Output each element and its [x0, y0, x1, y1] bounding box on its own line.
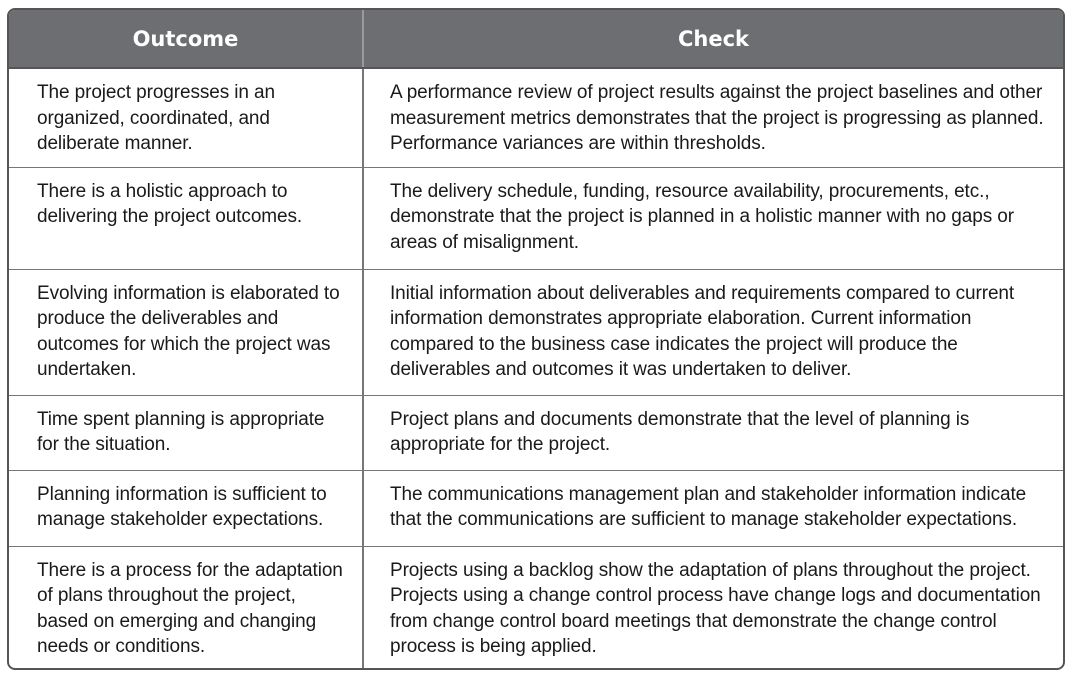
table-row: There is a holistic approach to deliveri… — [9, 166, 1063, 269]
check-cell: The communications management plan and s… — [362, 469, 1063, 546]
table-header: Outcome Check — [9, 10, 1063, 69]
outcome-cell: Time spent planning is appropriate for t… — [9, 394, 363, 470]
outcome-cell: There is a process for the adaptation of… — [9, 545, 363, 668]
outcome-check-table: Outcome Check The project progresses in … — [9, 10, 1063, 668]
table-row: There is a process for the adaptation of… — [9, 545, 1063, 668]
table-row: Planning information is sufficient to ma… — [9, 469, 1063, 546]
table-row: Evolving information is elaborated to pr… — [9, 268, 1063, 395]
table-row: The project progresses in an organized, … — [9, 68, 1063, 167]
check-cell: Project plans and documents demonstrate … — [362, 394, 1063, 470]
check-cell: The delivery schedule, funding, resource… — [362, 166, 1063, 269]
header-check: Check — [362, 10, 1063, 69]
check-cell: A performance review of project results … — [362, 68, 1063, 167]
outcome-cell: Evolving information is elaborated to pr… — [9, 268, 363, 395]
outcome-cell: The project progresses in an organized, … — [37, 82, 275, 154]
table-body: The project progresses in an organized, … — [9, 68, 1063, 668]
check-cell: Projects using a backlog show the adapta… — [362, 545, 1063, 668]
header-row: Outcome Check — [9, 10, 1063, 69]
outcome-check-table-frame: Outcome Check The project progresses in … — [7, 8, 1065, 670]
outcome-cell: There is a holistic approach to deliveri… — [9, 166, 363, 269]
table-row: Time spent planning is appropriate for t… — [9, 394, 1063, 470]
outcome-cell: Planning information is sufficient to ma… — [9, 469, 363, 546]
header-outcome: Outcome — [9, 10, 363, 69]
check-cell: Initial information about deliverables a… — [362, 268, 1063, 395]
